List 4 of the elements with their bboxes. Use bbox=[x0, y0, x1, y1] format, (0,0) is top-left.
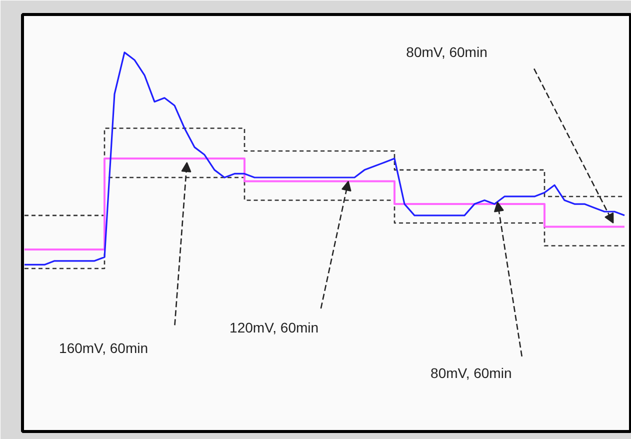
annotation: 80mV, 60min bbox=[406, 44, 488, 60]
annotation: 80mV, 60min bbox=[430, 365, 512, 382]
annotation: 120mV, 60min bbox=[230, 319, 319, 336]
annotation: 160mV, 60min bbox=[59, 340, 148, 356]
